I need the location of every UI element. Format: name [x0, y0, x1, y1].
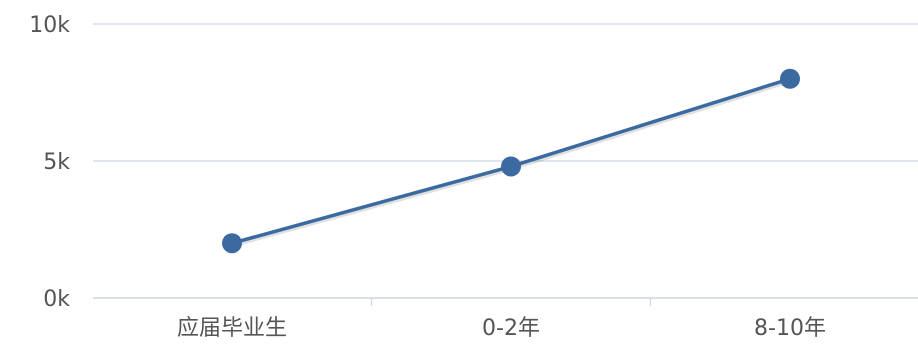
y-axis: 0k 5k 10k — [29, 13, 70, 312]
x-tick-label: 8-10年 — [754, 316, 826, 341]
y-tick-label: 0k — [43, 287, 70, 312]
data-point[interactable] — [501, 156, 521, 177]
data-point[interactable] — [780, 68, 800, 89]
x-axis: 应届毕业生 0-2年 8-10年 — [177, 298, 826, 341]
series-layer — [222, 68, 800, 254]
y-tick-label: 10k — [29, 13, 70, 38]
data-point[interactable] — [222, 233, 242, 254]
x-tick-label: 0-2年 — [482, 316, 540, 341]
x-tick-label: 应届毕业生 — [177, 316, 287, 341]
y-tick-label: 5k — [43, 150, 70, 175]
